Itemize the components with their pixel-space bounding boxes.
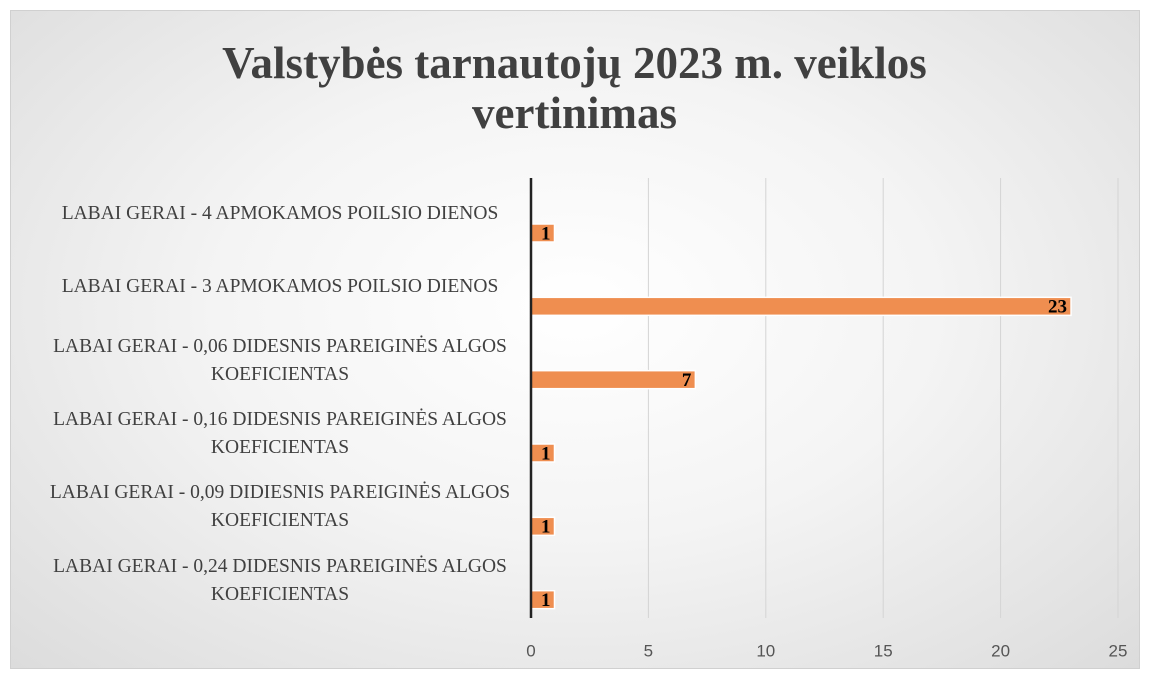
chart-title: Valstybės tarnautojų 2023 m. veiklos ver… (222, 38, 927, 138)
y-tick-label: LABAI GERAI - 0,09 DIDIESNIS PAREIGINĖS … (49, 482, 511, 532)
x-tick-label: 25 (1109, 641, 1128, 660)
y-tick-label: LABAI GERAI - 0,06 DIDESNIS PAREIGINĖS A… (53, 335, 507, 385)
bar (530, 296, 1072, 317)
x-tick-label: 20 (991, 641, 1010, 660)
data-label: 1 (541, 443, 551, 464)
data-label: 23 (1048, 297, 1067, 318)
y-tick-label: LABAI GERAI - 0,16 DIDESNIS PAREIGINĖS A… (53, 409, 507, 458)
bar (530, 369, 697, 390)
data-label: 7 (682, 370, 692, 391)
data-label: 1 (541, 590, 551, 611)
x-tick-label: 5 (644, 641, 653, 660)
y-tick-label: LABAI GERAI - 3 APMOKAMOS POILSIO DIENOS (61, 276, 499, 298)
data-label: 1 (541, 223, 551, 244)
x-tick-label: 0 (526, 641, 535, 660)
x-tick-label: 15 (874, 641, 893, 660)
y-tick-label: LABAI GERAI - 0,24 DIDESNIS PAREIGINĖS A… (53, 555, 507, 605)
data-label: 1 (541, 517, 551, 538)
y-tick-label: LABAI GERAI - 4 APMOKAMOS POILSIO DIENOS (61, 203, 499, 224)
chart-area (10, 10, 1140, 669)
x-tick-label: 10 (756, 641, 775, 660)
